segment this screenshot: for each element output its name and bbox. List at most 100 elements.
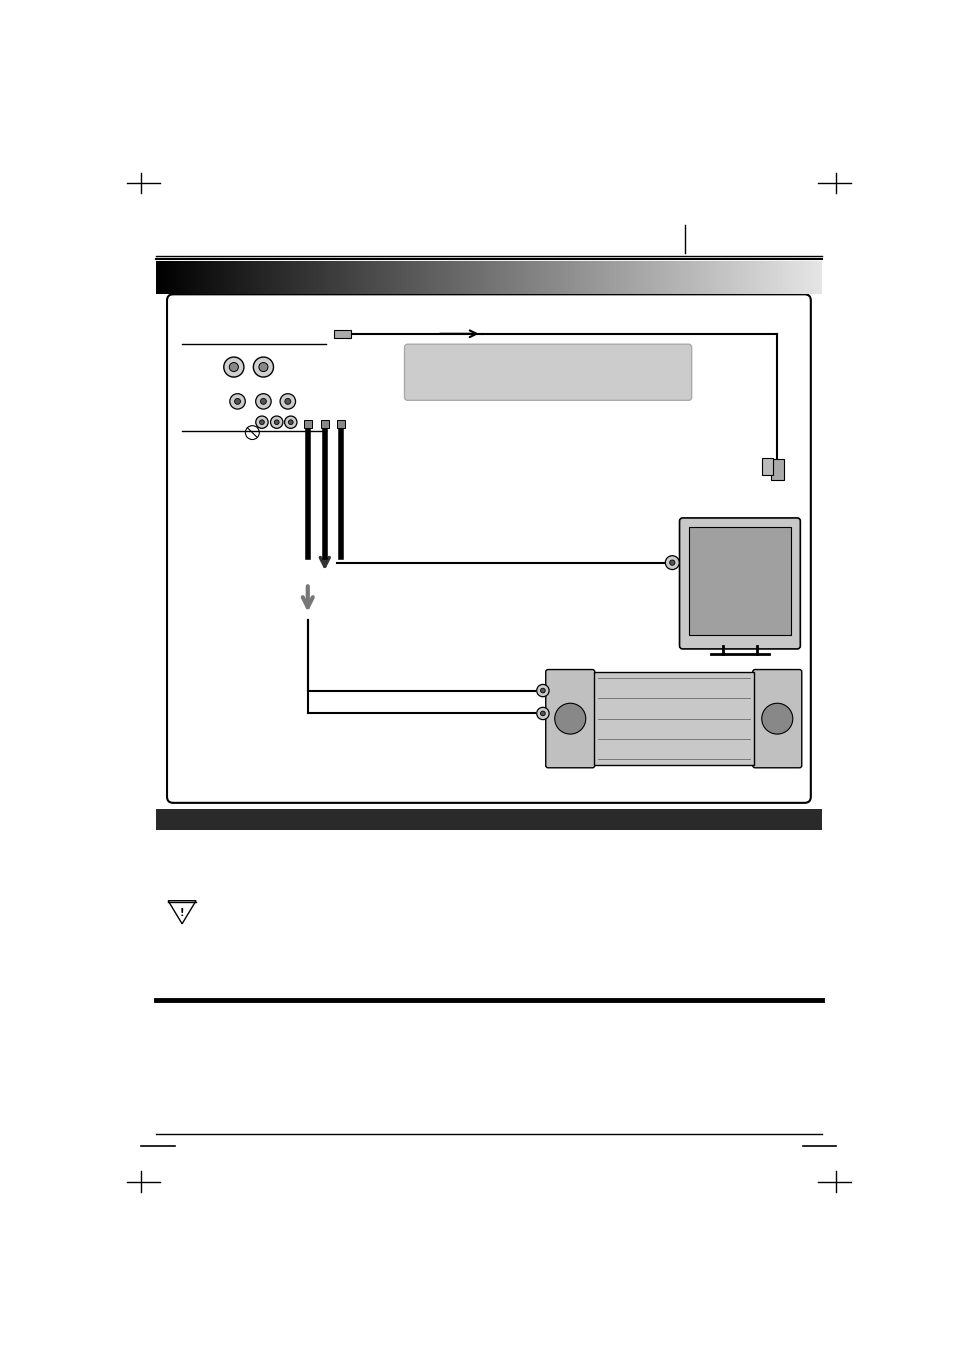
Bar (641, 261, 643, 295)
Bar (700, 261, 702, 295)
Bar (188, 261, 190, 295)
Bar (643, 261, 645, 295)
Bar (619, 261, 622, 295)
Bar (701, 261, 703, 295)
Bar (372, 261, 375, 295)
Bar (414, 261, 416, 295)
Bar (210, 261, 212, 295)
Bar (456, 261, 459, 295)
Bar (320, 261, 323, 295)
Bar (286, 261, 288, 295)
Bar (402, 261, 404, 295)
Bar (407, 261, 410, 295)
Bar (335, 261, 338, 295)
Bar (501, 261, 504, 295)
Bar (269, 261, 272, 295)
Bar (355, 261, 358, 295)
Bar (291, 261, 294, 295)
Bar (618, 261, 620, 295)
Bar (735, 261, 737, 295)
Bar (480, 261, 482, 295)
Bar (606, 261, 609, 295)
Bar (346, 261, 348, 295)
Bar (724, 261, 727, 295)
Bar (521, 261, 524, 295)
Bar (405, 261, 408, 295)
Bar (351, 261, 353, 295)
Bar (371, 261, 373, 295)
Bar (565, 261, 567, 295)
Bar (211, 261, 213, 295)
Bar (216, 261, 218, 295)
Bar (179, 261, 182, 295)
Bar (249, 261, 252, 295)
Bar (488, 261, 491, 295)
Bar (755, 261, 757, 295)
Bar (523, 261, 526, 295)
Bar (430, 261, 433, 295)
FancyBboxPatch shape (752, 670, 801, 767)
Bar (304, 420, 312, 428)
Circle shape (255, 416, 268, 428)
Bar (208, 261, 210, 295)
Bar (704, 261, 707, 295)
Bar (590, 261, 592, 295)
Bar (798, 261, 800, 295)
Bar (334, 261, 336, 295)
Bar (206, 261, 209, 295)
Bar (492, 261, 495, 295)
Bar (505, 261, 507, 295)
Bar (605, 261, 607, 295)
Bar (246, 261, 248, 295)
Bar (538, 261, 540, 295)
Bar (507, 261, 509, 295)
Bar (595, 261, 598, 295)
Bar (663, 261, 665, 295)
Bar (235, 261, 238, 295)
Bar (365, 261, 368, 295)
Bar (237, 261, 240, 295)
Bar (820, 261, 821, 295)
Bar (624, 261, 627, 295)
Bar (781, 261, 783, 295)
Bar (715, 261, 717, 295)
Bar (691, 261, 694, 295)
Bar (520, 261, 522, 295)
Bar (648, 261, 650, 295)
Bar (706, 261, 708, 295)
Bar (302, 261, 305, 295)
Bar (398, 261, 401, 295)
Bar (689, 261, 692, 295)
Bar (698, 261, 700, 295)
Bar (610, 261, 612, 295)
Bar (599, 261, 602, 295)
Bar (670, 261, 672, 295)
Bar (751, 261, 754, 295)
Bar (397, 261, 399, 295)
Bar (633, 261, 636, 295)
Bar (508, 261, 511, 295)
Bar (266, 261, 268, 295)
Bar (552, 261, 554, 295)
Bar (540, 261, 542, 295)
Bar (470, 261, 473, 295)
Bar (683, 261, 685, 295)
Bar (579, 261, 582, 295)
Bar (416, 261, 417, 295)
Bar (756, 261, 759, 295)
Bar (436, 261, 437, 295)
Bar (438, 261, 441, 295)
Bar (736, 261, 739, 295)
Bar (319, 261, 321, 295)
Bar (251, 261, 253, 295)
Bar (512, 261, 514, 295)
Bar (454, 261, 456, 295)
Circle shape (540, 688, 545, 693)
Bar (271, 261, 274, 295)
Bar (514, 261, 516, 295)
Bar (353, 261, 355, 295)
Bar (598, 261, 600, 295)
Circle shape (664, 555, 679, 570)
Bar (483, 261, 486, 295)
Bar (336, 420, 345, 428)
